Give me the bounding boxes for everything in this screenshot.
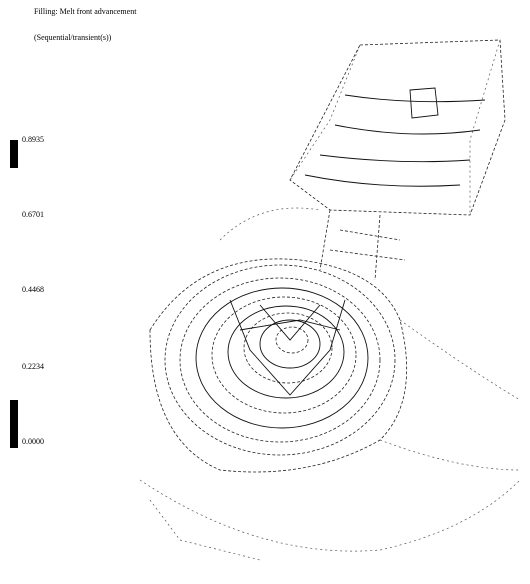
result-subtitle: (Sequential/transient(s))	[34, 33, 112, 42]
legend-bar-top	[10, 140, 18, 168]
legend-bar-bottom	[10, 400, 18, 448]
result-title: Filling: Melt front advancement	[34, 7, 137, 16]
result-view: Filling: Melt front advancement (Sequent…	[0, 0, 530, 579]
legend-label: 0.2234	[22, 362, 44, 371]
legend-label: 0.0000	[22, 437, 44, 446]
part-wireframe	[140, 40, 520, 560]
color-legend: 0.8935 0.6701 0.4468 0.2234 0.0000	[10, 135, 44, 448]
legend-label: 0.6701	[22, 210, 44, 219]
legend-label: 0.8935	[22, 135, 44, 144]
legend-label: 0.4468	[22, 285, 44, 294]
